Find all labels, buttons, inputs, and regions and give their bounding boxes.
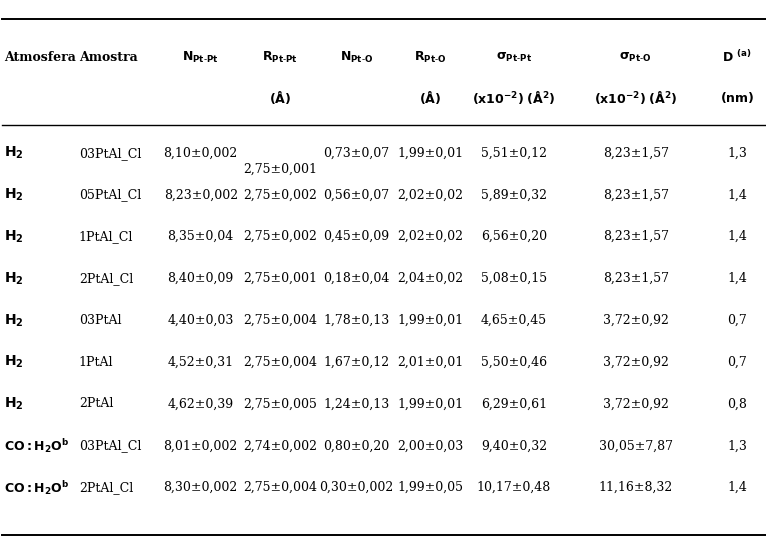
- Text: 1,99±0,01: 1,99±0,01: [398, 314, 463, 327]
- Text: $\mathbf{H_2}$: $\mathbf{H_2}$: [4, 229, 24, 245]
- Text: $\mathbf{(x10^{-2})\ (\AA^2)}$: $\mathbf{(x10^{-2})\ (\AA^2)}$: [472, 89, 556, 106]
- Text: $\mathbf{R}_{\mathbf{Pt\text{-}Pt}}$: $\mathbf{R}_{\mathbf{Pt\text{-}Pt}}$: [263, 49, 298, 65]
- Text: 1,4: 1,4: [727, 188, 747, 201]
- Text: 3,72±0,92: 3,72±0,92: [603, 397, 669, 411]
- Text: 2PtAl: 2PtAl: [79, 397, 113, 411]
- Text: 8,23±1,57: 8,23±1,57: [603, 272, 669, 285]
- Text: 8,35±0,04: 8,35±0,04: [168, 230, 234, 243]
- Text: $\mathbf{(x10^{-2})\ (\AA^2)}$: $\mathbf{(x10^{-2})\ (\AA^2)}$: [594, 89, 678, 106]
- Text: 4,40±0,03: 4,40±0,03: [168, 314, 234, 327]
- Text: 1,99±0,01: 1,99±0,01: [398, 147, 463, 160]
- Text: $\mathbf{D}$ $^{\mathbf{(a)}}$: $\mathbf{D}$ $^{\mathbf{(a)}}$: [722, 49, 751, 65]
- Text: 10,17±0,48: 10,17±0,48: [477, 481, 551, 494]
- Text: $\mathbf{H_2}$: $\mathbf{H_2}$: [4, 354, 24, 370]
- Text: $\mathbf{H_2}$: $\mathbf{H_2}$: [4, 145, 24, 161]
- Text: $\mathbf{\sigma}_{\mathbf{Pt\text{-}Pt}}$: $\mathbf{\sigma}_{\mathbf{Pt\text{-}Pt}}…: [496, 50, 532, 64]
- Text: 8,23±1,57: 8,23±1,57: [603, 147, 669, 160]
- Text: 4,65±0,45: 4,65±0,45: [481, 314, 547, 327]
- Text: 1PtAl_Cl: 1PtAl_Cl: [79, 230, 133, 243]
- Text: 2,02±0,02: 2,02±0,02: [398, 188, 463, 201]
- Text: 5,50±0,46: 5,50±0,46: [481, 356, 547, 369]
- Text: $\mathbf{N}_{\mathbf{Pt\text{-}O}}$: $\mathbf{N}_{\mathbf{Pt\text{-}O}}$: [339, 49, 373, 65]
- Text: 1PtAl: 1PtAl: [79, 356, 113, 369]
- Text: $\mathbf{\sigma}_{\mathbf{Pt\text{-}O}}$: $\mathbf{\sigma}_{\mathbf{Pt\text{-}O}}$: [620, 50, 652, 64]
- Text: 2,75±0,002: 2,75±0,002: [244, 188, 317, 201]
- Text: 2PtAl_Cl: 2PtAl_Cl: [79, 272, 133, 285]
- Text: 5,08±0,15: 5,08±0,15: [481, 272, 547, 285]
- Text: 2,75±0,004: 2,75±0,004: [244, 356, 317, 369]
- Text: 8,10±0,002: 8,10±0,002: [164, 147, 237, 160]
- Text: 03PtAl: 03PtAl: [79, 314, 121, 327]
- Text: 8,23±1,57: 8,23±1,57: [603, 188, 669, 201]
- Text: 2,01±0,01: 2,01±0,01: [398, 356, 463, 369]
- Text: 3,72±0,92: 3,72±0,92: [603, 356, 669, 369]
- Text: 2,75±0,001: 2,75±0,001: [244, 162, 317, 175]
- Text: $\mathbf{CO{:}H_2O^b}$: $\mathbf{CO{:}H_2O^b}$: [4, 478, 69, 497]
- Text: 1,3: 1,3: [727, 147, 747, 160]
- Text: 1,4: 1,4: [727, 272, 747, 285]
- Text: 1,99±0,05: 1,99±0,05: [398, 481, 463, 494]
- Text: 1,67±0,12: 1,67±0,12: [323, 356, 389, 369]
- Text: 2,74±0,002: 2,74±0,002: [244, 439, 317, 452]
- Text: 0,30±0,002: 0,30±0,002: [319, 481, 393, 494]
- Text: 6,29±0,61: 6,29±0,61: [481, 397, 547, 411]
- Text: $\mathbf{CO{:}H_2O^b}$: $\mathbf{CO{:}H_2O^b}$: [4, 437, 69, 455]
- Text: 0,80±0,20: 0,80±0,20: [323, 439, 389, 452]
- Text: 2,00±0,03: 2,00±0,03: [398, 439, 463, 452]
- Text: 1,3: 1,3: [727, 439, 747, 452]
- Text: 1,24±0,13: 1,24±0,13: [323, 397, 389, 411]
- Text: 0,18±0,04: 0,18±0,04: [323, 272, 389, 285]
- Text: Atmosfera: Atmosfera: [4, 50, 76, 64]
- Text: 9,40±0,32: 9,40±0,32: [481, 439, 547, 452]
- Text: 0,73±0,07: 0,73±0,07: [323, 147, 389, 160]
- Text: 30,05±7,87: 30,05±7,87: [599, 439, 673, 452]
- Text: 1,4: 1,4: [727, 230, 747, 243]
- Text: Amostra: Amostra: [79, 50, 138, 64]
- Text: 0,7: 0,7: [727, 314, 747, 327]
- Text: 1,4: 1,4: [727, 481, 747, 494]
- Text: 5,89±0,32: 5,89±0,32: [481, 188, 547, 201]
- Text: 6,56±0,20: 6,56±0,20: [481, 230, 547, 243]
- Text: 0,45±0,09: 0,45±0,09: [323, 230, 389, 243]
- Text: 1,78±0,13: 1,78±0,13: [323, 314, 389, 327]
- Text: 2PtAl_Cl: 2PtAl_Cl: [79, 481, 133, 494]
- Text: 03PtAl_Cl: 03PtAl_Cl: [79, 439, 141, 452]
- Text: 8,40±0,09: 8,40±0,09: [168, 272, 234, 285]
- Text: 2,04±0,02: 2,04±0,02: [398, 272, 463, 285]
- Text: 5,51±0,12: 5,51±0,12: [481, 147, 547, 160]
- Text: $\mathbf{N}_{\mathbf{Pt\text{-}Pt}}$: $\mathbf{N}_{\mathbf{Pt\text{-}Pt}}$: [182, 49, 219, 65]
- Text: $\mathbf{R}_{\mathbf{Pt\text{-}O}}$: $\mathbf{R}_{\mathbf{Pt\text{-}O}}$: [414, 49, 447, 65]
- Text: 8,01±0,002: 8,01±0,002: [164, 439, 237, 452]
- Text: 05PtAl_Cl: 05PtAl_Cl: [79, 188, 141, 201]
- Text: 4,62±0,39: 4,62±0,39: [168, 397, 234, 411]
- Text: 2,02±0,02: 2,02±0,02: [398, 230, 463, 243]
- Text: 3,72±0,92: 3,72±0,92: [603, 314, 669, 327]
- Text: $\mathbf{(\AA)}$: $\mathbf{(\AA)}$: [270, 89, 291, 106]
- Text: 1,99±0,01: 1,99±0,01: [398, 397, 463, 411]
- Text: 2,75±0,002: 2,75±0,002: [244, 230, 317, 243]
- Text: $\mathbf{H_2}$: $\mathbf{H_2}$: [4, 270, 24, 287]
- Text: $\mathbf{(\AA)}$: $\mathbf{(\AA)}$: [420, 89, 441, 106]
- Text: $\mathbf{H_2}$: $\mathbf{H_2}$: [4, 396, 24, 412]
- Text: $\mathbf{H_2}$: $\mathbf{H_2}$: [4, 187, 24, 203]
- Text: 8,23±1,57: 8,23±1,57: [603, 230, 669, 243]
- Text: $\mathbf{H_2}$: $\mathbf{H_2}$: [4, 312, 24, 329]
- Text: 11,16±8,32: 11,16±8,32: [599, 481, 673, 494]
- Text: 0,7: 0,7: [727, 356, 747, 369]
- Text: 2,75±0,005: 2,75±0,005: [244, 397, 317, 411]
- Text: 03PtAl_Cl: 03PtAl_Cl: [79, 147, 141, 160]
- Text: 8,23±0,002: 8,23±0,002: [164, 188, 237, 201]
- Text: $\mathbf{(nm)}$: $\mathbf{(nm)}$: [720, 90, 754, 105]
- Text: 2,75±0,004: 2,75±0,004: [244, 314, 317, 327]
- Text: 0,8: 0,8: [727, 397, 747, 411]
- Text: 2,75±0,004: 2,75±0,004: [244, 481, 317, 494]
- Text: 2,75±0,001: 2,75±0,001: [244, 272, 317, 285]
- Text: 8,30±0,002: 8,30±0,002: [164, 481, 237, 494]
- Text: 0,56±0,07: 0,56±0,07: [323, 188, 389, 201]
- Text: 4,52±0,31: 4,52±0,31: [168, 356, 234, 369]
